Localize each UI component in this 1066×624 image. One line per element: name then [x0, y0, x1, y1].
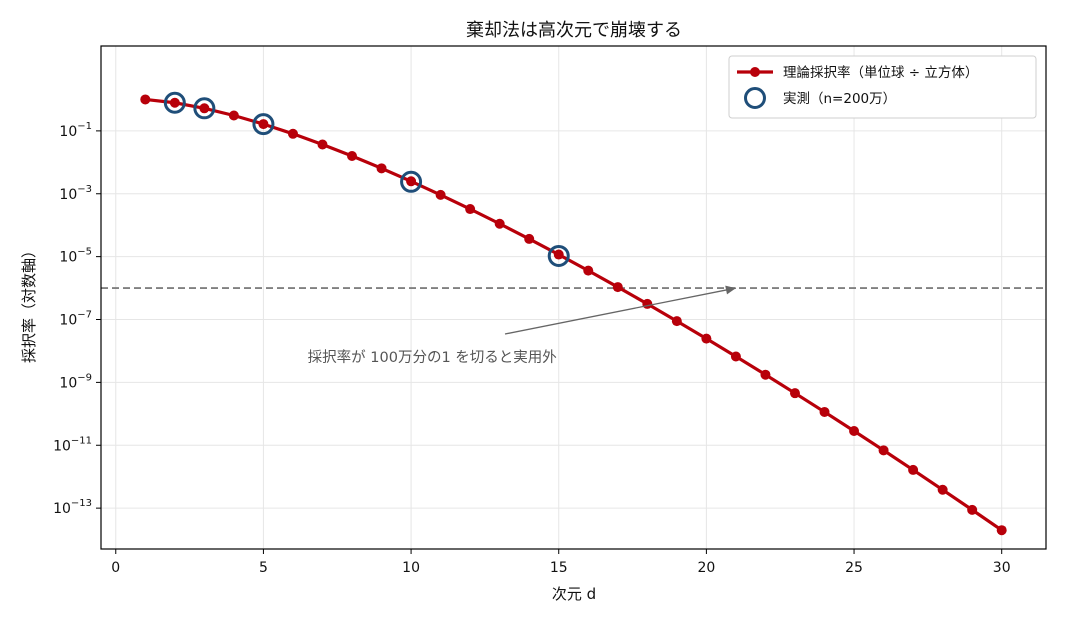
theory-point — [849, 426, 860, 437]
plot-frame — [100, 45, 1047, 550]
theory-point — [199, 103, 210, 114]
theory-point — [140, 94, 151, 105]
y-tick-label: 10−7 — [59, 310, 92, 329]
theory-point — [524, 233, 535, 244]
theory-point — [937, 484, 948, 495]
y-tick-label: 10−3 — [59, 184, 92, 203]
y-tick-label: 10−11 — [53, 435, 92, 454]
measured-point — [252, 113, 275, 136]
chart-title: 棄却法は高次元で崩壊する — [466, 20, 682, 41]
theory-point — [642, 298, 653, 309]
legend-theory-label: 理論採択率（単位球 ÷ 立方体） — [783, 64, 978, 81]
x-tick-label: 15 — [550, 560, 568, 576]
grid — [101, 46, 1046, 549]
x-tick-label: 5 — [259, 560, 268, 576]
theory-point — [553, 249, 564, 260]
theory-point — [612, 282, 623, 293]
x-tick-label: 25 — [845, 560, 863, 576]
theory-point — [819, 406, 830, 417]
y-tick-label: 10−1 — [59, 121, 92, 140]
annotation-arrow-line — [504, 287, 737, 335]
y-tick-label: 10−13 — [53, 498, 92, 517]
theory-point — [494, 218, 505, 229]
theory-point — [701, 333, 712, 344]
measured-point — [163, 91, 186, 114]
theory-point — [730, 351, 741, 362]
theory-point — [671, 316, 682, 327]
theory-line — [145, 97, 1003, 532]
measured-point — [400, 170, 423, 193]
x-tick-label: 0 — [111, 560, 120, 576]
y-tick-label: 10−5 — [59, 247, 92, 266]
theory-point — [435, 189, 446, 200]
annotation-text: 採択率が 100万分の1 を切ると実用外 — [308, 349, 557, 366]
legend: 理論採択率（単位球 ÷ 立方体） 実測（n=200万） — [728, 55, 1037, 119]
theory-point — [406, 176, 417, 187]
annotation: 採択率が 100万分の1 を切ると実用外 — [308, 285, 737, 366]
y-tick-label: 10−9 — [59, 372, 92, 391]
theory-point — [258, 119, 269, 130]
legend-theory-marker — [750, 67, 760, 77]
y-axis-label: 採択率（対数軸） — [20, 243, 38, 363]
annotation-arrow-head — [725, 285, 736, 295]
theory-point — [347, 151, 358, 162]
theory-point — [376, 163, 387, 174]
theory-point — [169, 97, 180, 108]
theory-point — [228, 110, 239, 121]
x-tick-label: 30 — [993, 560, 1011, 576]
theory-point — [967, 504, 978, 515]
legend-measured-marker — [744, 87, 766, 109]
theory-point — [287, 128, 298, 139]
plot-series — [140, 91, 1007, 536]
theory-point — [760, 369, 771, 380]
theory-point — [317, 139, 328, 150]
x-tick-label: 20 — [697, 560, 715, 576]
measured-point — [547, 244, 570, 267]
legend-measured-label: 実測（n=200万） — [783, 91, 896, 107]
measured-point — [193, 97, 216, 120]
theory-point — [908, 464, 919, 475]
x-axis-label: 次元 d — [552, 585, 596, 603]
theory-point — [465, 204, 476, 215]
theory-point — [583, 265, 594, 276]
theory-point — [789, 388, 800, 399]
x-tick-label: 10 — [402, 560, 420, 576]
theory-point — [878, 445, 889, 456]
legend-box — [728, 55, 1037, 119]
theory-point — [996, 525, 1007, 536]
axis-ticks: 0 5 10 15 20 25 30 10−1 10−3 10−5 10−7 10−9 10−11 10−… — [53, 121, 1011, 576]
